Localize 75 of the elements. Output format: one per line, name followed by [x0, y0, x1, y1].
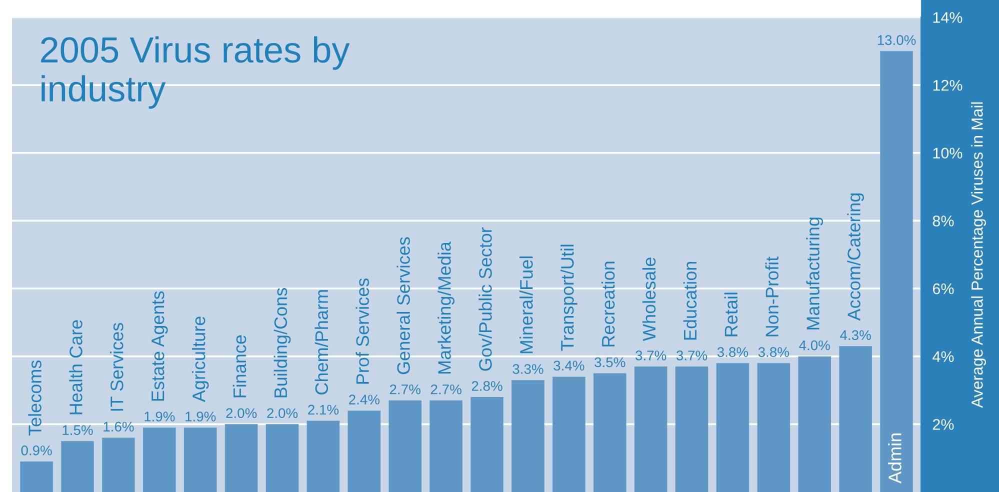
bar — [512, 380, 544, 492]
data-label: 2.0% — [267, 408, 298, 418]
data-label: 1.9% — [144, 412, 175, 422]
data-label: 2.7% — [390, 384, 420, 394]
x-tick-label: Non-Profit — [765, 256, 779, 336]
data-label: 3.5% — [594, 357, 626, 368]
bar — [552, 376, 586, 492]
bar — [593, 373, 626, 492]
y-tick-label: 14% — [933, 12, 962, 23]
data-label: 3.3% — [512, 364, 544, 374]
y-axis-title: Average Annual Percentage Viruses in Mail — [971, 102, 986, 408]
bar — [20, 461, 53, 492]
bar — [757, 363, 790, 492]
data-label: 3.4% — [554, 360, 584, 371]
bar — [716, 363, 750, 492]
x-tick-label: Education — [683, 262, 697, 340]
x-tick-label: General Services — [396, 237, 410, 374]
data-label: 2.1% — [308, 404, 339, 415]
data-label: 1.5% — [62, 425, 93, 435]
bar — [388, 400, 422, 492]
x-tick-label: Retail — [724, 292, 738, 336]
data-label: 3.8% — [717, 347, 748, 357]
bar — [470, 397, 504, 492]
data-label: 4.3% — [840, 330, 871, 340]
x-tick-label: Recreation — [601, 262, 615, 346]
data-label: 0.9% — [21, 446, 52, 456]
x-tick-label: Mineral/Fuel — [520, 256, 533, 354]
text: 2005 Virus rates by industry — [41, 36, 350, 109]
bar — [102, 438, 135, 492]
data-label: 3.8% — [758, 347, 789, 357]
x-tick-label: Chem/Pharm — [314, 290, 328, 394]
bar — [675, 366, 708, 492]
x-tick-label: Health Care — [69, 320, 82, 414]
data-label: 3.7% — [636, 350, 666, 360]
x-tick-label: Building/Cons — [274, 288, 291, 398]
data-label: 2.4% — [349, 394, 380, 404]
x-tick-label: Accom/Catering — [847, 193, 864, 321]
bar — [880, 51, 913, 492]
x-tick-label: Estate Agents — [152, 291, 168, 401]
data-label: 13.0% — [878, 35, 916, 45]
y-tick-label: 6% — [932, 283, 954, 294]
x-tick-label: Telecoms — [28, 360, 42, 436]
bar — [143, 428, 176, 492]
data-label: 1.6% — [104, 422, 134, 432]
bar — [224, 424, 258, 492]
bar — [798, 356, 831, 492]
x-tick-label: Finance — [232, 335, 246, 398]
x-tick-label: Wholesale — [642, 258, 656, 342]
x-tick-label: Transport/Util — [560, 244, 578, 351]
x-tick-label: Admin — [888, 434, 902, 484]
data-label: 2.0% — [226, 408, 257, 418]
x-tick-label: Marketing/Media — [438, 242, 454, 374]
y-tick-label: 4% — [932, 351, 954, 362]
data-label: 4.0% — [799, 340, 830, 350]
bar — [348, 410, 381, 492]
y-tick-label: 2% — [932, 419, 954, 430]
y-tick-label: 12% — [933, 80, 962, 91]
data-label: 2.7% — [430, 384, 462, 394]
x-tick-label: Prof Services — [356, 278, 370, 384]
x-tick-label: IT Services — [110, 322, 124, 411]
bar — [306, 420, 340, 492]
bar — [184, 428, 217, 492]
x-tick-label: Manufacturing — [806, 218, 824, 330]
bar — [634, 366, 668, 492]
data-label: 1.9% — [186, 412, 216, 422]
bar — [266, 424, 299, 492]
y-tick-label: 10% — [933, 148, 962, 159]
y-tick-label: 8% — [932, 216, 954, 226]
bar — [61, 441, 94, 492]
x-tick-label: Agriculture — [192, 316, 209, 402]
bar — [839, 346, 872, 492]
data-label: 2.8% — [472, 381, 502, 391]
data-label: 3.7% — [676, 350, 708, 360]
x-tick-label: Gov/Public Sector — [478, 227, 492, 371]
bar — [430, 400, 462, 492]
